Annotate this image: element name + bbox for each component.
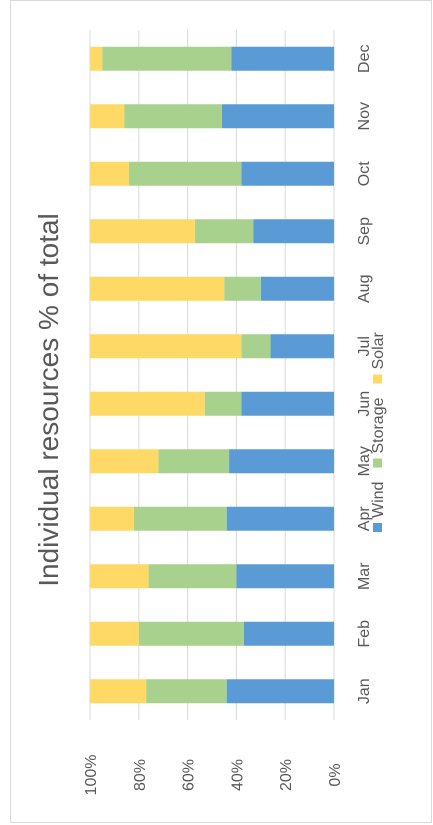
category-label: Mar [356,562,373,590]
bar-wind-aug [260,276,334,301]
bar-storage-aug [224,276,261,301]
bar-stacks [90,46,334,704]
bar-storage-may [158,449,230,474]
bar-storage-sep [194,219,254,244]
value-tick-label: 80% [132,759,149,791]
bar-wind-dec [231,46,334,71]
bar-storage-nov [124,104,222,129]
bar-wind-may [229,449,334,474]
category-label: Feb [356,620,373,648]
bar-storage-apr [133,506,227,531]
bar-wind-oct [241,161,334,186]
bar-storage-jul [241,334,271,359]
bar-solar-aug [90,276,225,301]
bar-storage-oct [129,161,242,186]
value-tick-label: 100% [83,755,100,796]
bar-wind-jun [241,391,334,416]
bar-wind-mar [236,564,334,589]
value-axis: 0% 20% 40% 60% 80% 100% [83,755,344,796]
legend-label-wind: Wind [370,482,387,518]
bar-storage-mar [148,564,237,589]
bar-solar-oct [90,161,130,186]
value-tick-label: 0% [327,763,344,786]
category-label: Sep [356,217,373,246]
legend: Wind Storage Solar [370,331,387,532]
bar-solar-mar [90,564,149,589]
bar-solar-dec [90,46,103,71]
legend-swatch-storage [373,458,382,468]
category-label: Oct [356,161,373,186]
bar-wind-apr [226,506,334,531]
category-label: Dec [356,45,373,73]
category-label: Aug [356,275,373,303]
bar-solar-sep [90,219,195,244]
bar-storage-dec [102,46,232,71]
bar-solar-feb [90,621,139,646]
bar-wind-nov [221,104,334,129]
legend-label-solar: Solar [370,331,387,369]
bar-solar-jul [90,334,242,359]
legend-swatch-solar [373,374,382,384]
category-label: Jan [356,678,373,704]
bar-storage-jun [204,391,242,416]
bar-wind-jan [226,679,334,704]
value-tick-label: 40% [229,759,246,791]
bar-solar-apr [90,506,134,531]
bar-wind-sep [253,219,334,244]
bar-solar-jun [90,391,205,416]
chart-title: Individual resources % of total [33,213,64,587]
bar-storage-jan [146,679,227,704]
bar-solar-jan [90,679,147,704]
category-label: Jul [356,336,373,356]
value-tick-label: 20% [278,759,295,791]
bar-solar-may [90,449,159,474]
bar-wind-feb [243,621,334,646]
legend-swatch-wind [373,523,382,532]
bar-storage-feb [138,621,244,646]
category-label: Jun [356,391,373,417]
category-axis: Jan Feb Mar Apr May Jun Jul Aug Sep Oct Nov Dec [356,45,373,705]
category-label: May [356,446,373,476]
gridlines [89,30,335,720]
value-tick-label: 60% [181,759,198,791]
bar-wind-jul [270,334,334,359]
legend-label-storage: Storage [370,397,387,453]
category-label: Apr [356,506,373,532]
bar-solar-nov [90,104,125,129]
category-label: Nov [356,102,373,130]
